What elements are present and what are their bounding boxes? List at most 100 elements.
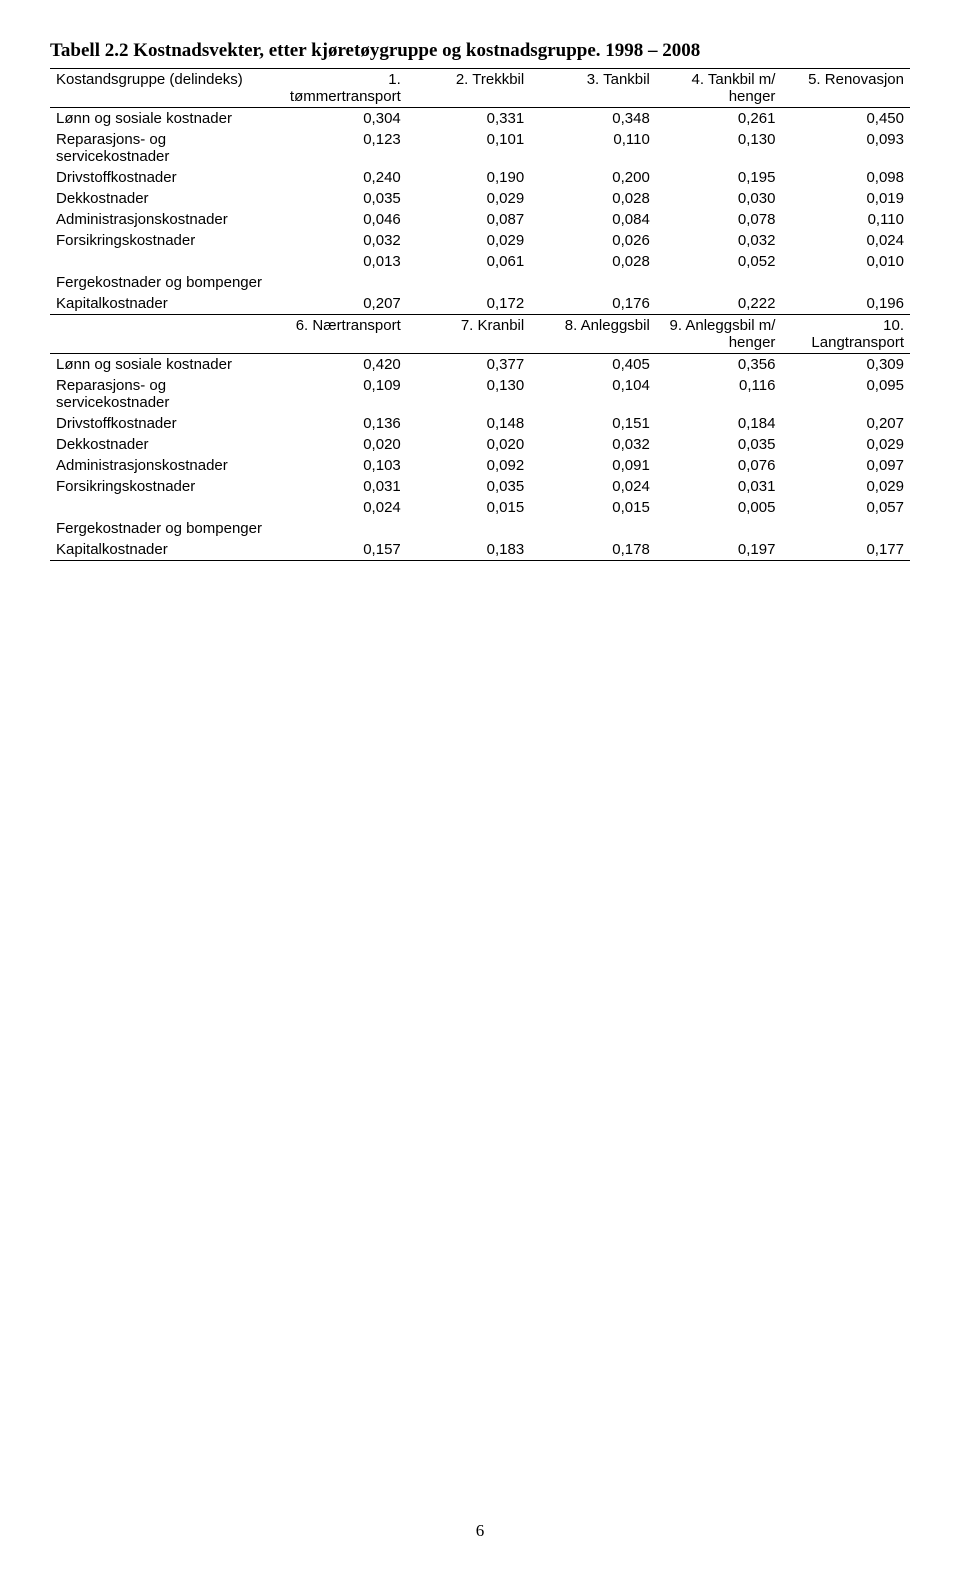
row-label: Reparasjons- og servicekostnader [50,129,276,167]
table-row: Dekkostnader0,0350,0290,0280,0300,019 [50,188,910,209]
cell-value: 0,026 [530,230,656,251]
cell-value: 0,184 [656,413,782,434]
table-row: Reparasjons- og servicekostnader0,1230,1… [50,129,910,167]
cell-value: 0,110 [530,129,656,167]
cell-value: 0,261 [656,108,782,130]
table-row: Forsikringskostnader0,0310,0350,0240,031… [50,476,910,497]
col-header: 2. Trekkbil [407,69,530,108]
col-header: 10. Langtransport [781,315,910,354]
header-label: Kostandsgruppe (delindeks) [50,69,276,108]
cell-empty [781,272,910,293]
cell-value: 0,024 [276,497,407,518]
cell-empty [276,272,407,293]
cell-value: 0,052 [656,251,782,272]
cell-value: 0,092 [407,455,530,476]
cell-value: 0,095 [781,375,910,413]
cost-table: Kostandsgruppe (delindeks) 1. tømmertran… [50,68,910,561]
cell-empty [656,518,782,539]
cell-empty [407,518,530,539]
row-label: Fergekostnader og bompenger [50,518,276,539]
cell-value: 0,196 [781,293,910,315]
cell-value: 0,098 [781,167,910,188]
cell-value: 0,356 [656,354,782,376]
cell-value: 0,029 [407,188,530,209]
cell-value: 0,031 [276,476,407,497]
cell-value: 0,030 [656,188,782,209]
cell-value: 0,377 [407,354,530,376]
table-title: Tabell 2.2 Kostnadsvekter, etter kjøretø… [50,40,910,62]
table-row: Administrasjonskostnader0,0460,0870,0840… [50,209,910,230]
cell-value: 0,032 [656,230,782,251]
col-header: 6. Nærtransport [276,315,407,354]
row-label: Administrasjonskostnader [50,455,276,476]
cell-value: 0,031 [656,476,782,497]
row-label [50,497,276,518]
col-header: 7. Kranbil [407,315,530,354]
cell-value: 0,148 [407,413,530,434]
row-label: Lønn og sosiale kostnader [50,354,276,376]
cell-value: 0,015 [407,497,530,518]
cell-value: 0,116 [656,375,782,413]
cell-value: 0,157 [276,539,407,561]
table-row: Lønn og sosiale kostnader0,4200,3770,405… [50,354,910,376]
cell-value: 0,005 [656,497,782,518]
cell-value: 0,110 [781,209,910,230]
cell-value: 0,032 [276,230,407,251]
cell-value: 0,130 [407,375,530,413]
row-label: Administrasjonskostnader [50,209,276,230]
header-row-1: Kostandsgruppe (delindeks) 1. tømmertran… [50,69,910,108]
table-row: 0,0240,0150,0150,0050,057 [50,497,910,518]
row-label [50,251,276,272]
cell-value: 0,028 [530,188,656,209]
header-row-2: 6. Nærtransport 7. Kranbil 8. Anleggsbil… [50,315,910,354]
cell-value: 0,304 [276,108,407,130]
table-row: 0,0130,0610,0280,0520,010 [50,251,910,272]
cell-value: 0,101 [407,129,530,167]
col-header: 4. Tankbil m/ henger [656,69,782,108]
col-header: 8. Anleggsbil [530,315,656,354]
row-label: Dekkostnader [50,434,276,455]
cell-value: 0,084 [530,209,656,230]
cell-value: 0,331 [407,108,530,130]
cell-value: 0,450 [781,108,910,130]
cell-value: 0,207 [781,413,910,434]
row-label: Kapitalkostnader [50,539,276,561]
table-row: Reparasjons- og servicekostnader0,1090,1… [50,375,910,413]
cell-value: 0,420 [276,354,407,376]
table-row: Drivstoffkostnader0,2400,1900,2000,1950,… [50,167,910,188]
cell-value: 0,172 [407,293,530,315]
row-label: Forsikringskostnader [50,476,276,497]
cell-value: 0,136 [276,413,407,434]
cell-value: 0,029 [781,434,910,455]
cell-value: 0,093 [781,129,910,167]
cell-value: 0,035 [407,476,530,497]
cell-value: 0,035 [276,188,407,209]
table-row: Kapitalkostnader0,1570,1830,1780,1970,17… [50,539,910,561]
cell-value: 0,222 [656,293,782,315]
cell-value: 0,024 [781,230,910,251]
cell-value: 0,013 [276,251,407,272]
cell-value: 0,176 [530,293,656,315]
cell-value: 0,197 [656,539,782,561]
cell-value: 0,078 [656,209,782,230]
cell-value: 0,183 [407,539,530,561]
page-number: 6 [50,1521,910,1541]
table-row: Fergekostnader og bompenger [50,518,910,539]
row-label: Kapitalkostnader [50,293,276,315]
cell-value: 0,200 [530,167,656,188]
cell-value: 0,032 [530,434,656,455]
cell-value: 0,076 [656,455,782,476]
col-header: 9. Anleggsbil m/ henger [656,315,782,354]
cell-value: 0,046 [276,209,407,230]
cell-empty [656,272,782,293]
cell-value: 0,024 [530,476,656,497]
col-header: 5. Renovasjon [781,69,910,108]
cell-empty [781,518,910,539]
cell-value: 0,091 [530,455,656,476]
row-label: Drivstoffkostnader [50,167,276,188]
cell-value: 0,029 [407,230,530,251]
table-row: Lønn og sosiale kostnader0,3040,3310,348… [50,108,910,130]
cell-empty [530,518,656,539]
cell-value: 0,087 [407,209,530,230]
row-label: Drivstoffkostnader [50,413,276,434]
